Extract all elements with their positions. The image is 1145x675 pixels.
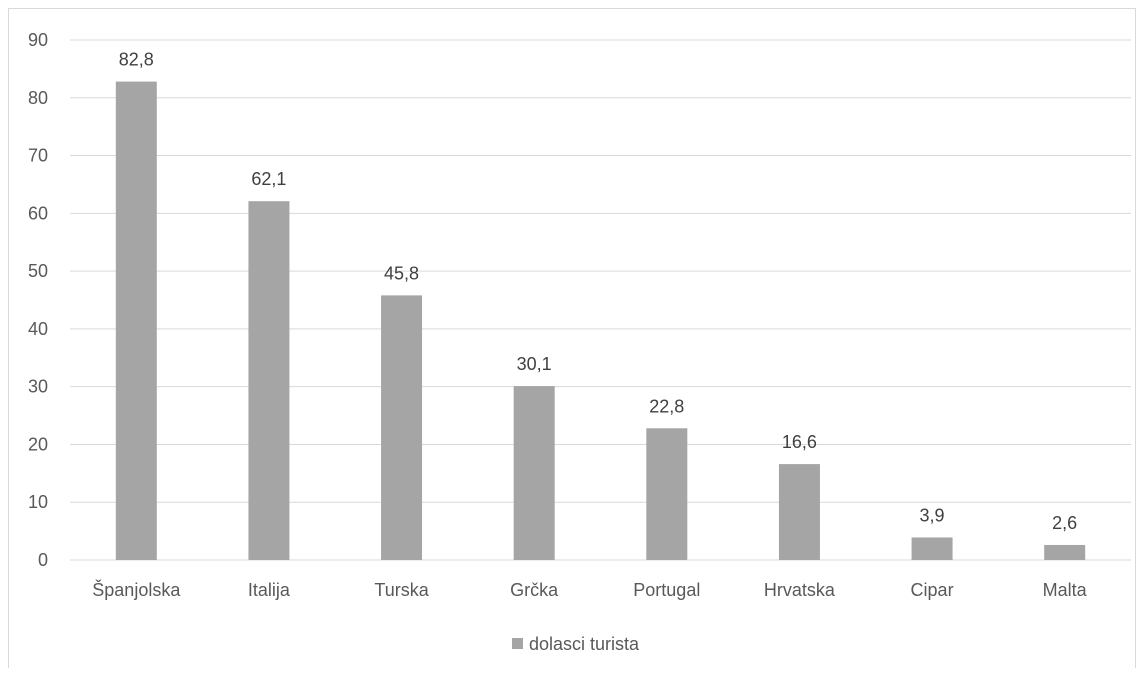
bar-2 bbox=[381, 295, 423, 560]
data-label-7: 2,6 bbox=[1052, 513, 1077, 533]
bar-4 bbox=[646, 428, 688, 560]
y-tick-label-10: 10 bbox=[28, 492, 48, 512]
y-tick-label-90: 90 bbox=[28, 30, 48, 50]
data-label-3: 30,1 bbox=[517, 354, 552, 374]
y-tick-label-50: 50 bbox=[28, 261, 48, 281]
legend-label: dolasci turista bbox=[529, 634, 640, 654]
x-tick-label-7: Malta bbox=[1043, 580, 1088, 600]
chart-frame bbox=[8, 8, 1136, 668]
y-tick-label-20: 20 bbox=[28, 434, 48, 454]
bar-5 bbox=[778, 464, 820, 560]
x-tick-label-3: Grčka bbox=[510, 580, 559, 600]
x-tick-label-4: Portugal bbox=[633, 580, 700, 600]
bar-3 bbox=[513, 386, 555, 560]
data-label-4: 22,8 bbox=[649, 396, 684, 416]
x-tick-label-0: Španjolska bbox=[92, 579, 181, 600]
y-axis-tick-labels: 0 10 20 30 40 50 60 70 80 90 bbox=[28, 30, 48, 570]
legend: dolasci turista bbox=[512, 634, 640, 654]
x-axis-category-labels: Španjolska Italija Turska Grčka Portugal Hrva… bbox=[92, 579, 1087, 600]
bars bbox=[115, 81, 1086, 560]
x-tick-label-5: Hrvatska bbox=[764, 580, 836, 600]
x-tick-label-1: Italija bbox=[248, 580, 291, 600]
y-tick-label-60: 60 bbox=[28, 203, 48, 223]
bar-7 bbox=[1044, 544, 1086, 560]
bar-6 bbox=[911, 537, 953, 560]
data-label-0: 82,8 bbox=[119, 50, 154, 70]
bar-1 bbox=[248, 201, 290, 560]
y-tick-label-70: 70 bbox=[28, 146, 48, 166]
x-tick-label-6: Cipar bbox=[911, 580, 954, 600]
data-label-6: 3,9 bbox=[920, 505, 945, 525]
y-tick-label-0: 0 bbox=[38, 550, 48, 570]
legend-swatch bbox=[512, 638, 523, 649]
x-tick-label-2: Turska bbox=[374, 580, 429, 600]
y-tick-label-40: 40 bbox=[28, 319, 48, 339]
bar-0 bbox=[115, 81, 157, 560]
data-labels: 82,8 62,1 45,8 30,1 22,8 16,6 3,9 2,6 bbox=[119, 50, 1077, 533]
data-label-1: 62,1 bbox=[251, 169, 286, 189]
data-label-2: 45,8 bbox=[384, 263, 419, 283]
y-tick-label-80: 80 bbox=[28, 88, 48, 108]
y-tick-label-30: 30 bbox=[28, 377, 48, 397]
gridlines bbox=[70, 39, 1131, 561]
data-label-5: 16,6 bbox=[782, 432, 817, 452]
